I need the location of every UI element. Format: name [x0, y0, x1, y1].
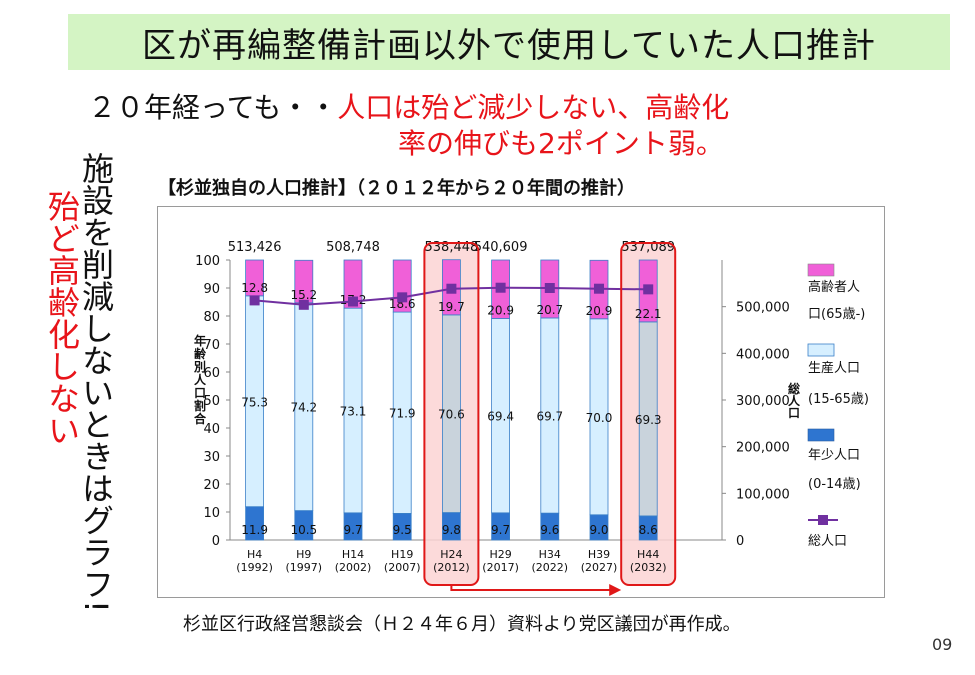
- slide-title-bar: 区が再編整備計画以外で使用していた人口推計: [68, 14, 950, 70]
- bar-data-label: 11.9: [241, 523, 268, 537]
- trend-arrow-line: [450, 585, 612, 591]
- total-population-label: 513,426: [228, 240, 282, 255]
- bar-data-label: 12.8: [241, 281, 268, 295]
- legend-label-elderly-2: 口(65歳-): [808, 307, 865, 322]
- bar-data-label: 73.1: [340, 405, 367, 419]
- bar-data-label: 9.6: [540, 523, 559, 537]
- total-population-label: 540,609: [474, 240, 528, 255]
- y-tick-label: 20: [203, 478, 220, 493]
- x-tick-label: H24 (2012): [433, 548, 470, 574]
- side-text-red: 殆ど高齢化しない: [43, 190, 81, 446]
- x-tick-label: H19 (2007): [384, 548, 421, 574]
- y-tick-label: 100: [195, 254, 220, 269]
- side-text-black-main: 施設を削減しないときは: [77, 152, 115, 504]
- total-population-point: [249, 295, 260, 306]
- bar-data-label: 75.3: [241, 395, 268, 409]
- y-tick-label: 50: [203, 394, 220, 409]
- bar-data-label: 71.9: [389, 407, 416, 421]
- bar-data-label: 8.6: [639, 523, 658, 537]
- subtitle-line-1: ２０年経っても・・人口は殆ど減少しない、高齢化: [88, 86, 729, 126]
- population-chart: 0 10 20 30 40 50 60 70 80 90 100 年齢別人口割合 0 100,000 200…: [193, 240, 869, 596]
- y2-axis-label: 総人口: [788, 381, 801, 420]
- y-tick-label: 80: [203, 310, 220, 325]
- y-tick-label: 30: [203, 450, 220, 465]
- total-population-point: [594, 283, 604, 294]
- chart-frame: 0 10 20 30 40 50 60 70 80 90 100 年齢別人口割合 0 100,000 200…: [157, 206, 885, 598]
- y2-tick-label: 300,000: [736, 394, 790, 409]
- bar-data-label: 18.6: [389, 297, 416, 311]
- legend-swatch-working: [807, 343, 835, 357]
- y2-tick-label: 200,000: [736, 441, 790, 456]
- x-tick-label: H44 (2032): [630, 548, 667, 574]
- y2-tick-label: 0: [736, 534, 744, 549]
- chart-heading: 【杉並独自の人口推計】（２０１２年から２０年間の推計）: [158, 178, 635, 199]
- y2-tick-label: 400,000: [736, 347, 790, 362]
- bar-data-label: 20.9: [487, 304, 514, 318]
- subtitle-black: ２０年経っても・・: [88, 91, 338, 124]
- subtitle-line-2: 率の伸びも2ポイント弱。: [398, 127, 724, 160]
- x-tick-label: H4 (1992): [236, 548, 273, 574]
- bar-data-label: 22.1: [635, 307, 662, 321]
- legend-label-total: 総人口: [808, 534, 847, 549]
- bar-data-label: 15.2: [290, 288, 317, 302]
- bar-data-label: 69.4: [487, 410, 514, 424]
- bar-data-label: 69.7: [536, 410, 563, 424]
- y-tick-label: 10: [203, 506, 220, 521]
- bar-data-label: 10.5: [290, 523, 317, 537]
- slide-title: 区が再編整備計画以外で使用していた人口推計: [142, 25, 876, 66]
- bar-data-label: 20.7: [536, 303, 563, 317]
- legend-label-working-1: 生産人口: [808, 360, 860, 376]
- bar-data-label: 9.7: [343, 523, 362, 537]
- total-population-point: [397, 292, 408, 303]
- subtitle-red: 人口は殆ど減少しない、高齢化: [337, 91, 730, 124]
- bar-data-label: 9.0: [589, 523, 608, 537]
- side-text-black-tail: グラフ!: [77, 504, 115, 613]
- y2-tick-label: 500,000: [736, 301, 790, 316]
- total-population-point: [643, 284, 654, 295]
- y-tick-label: 90: [203, 282, 220, 297]
- x-tick-label: H39 (2027): [581, 548, 618, 574]
- x-tick-label: H14 (2002): [335, 548, 372, 574]
- source-caption: 杉並区行政経営懇談会（Ｈ２４年６月）資料より党区議団が再作成。: [183, 614, 741, 635]
- bar-data-label: 9.8: [442, 523, 461, 537]
- y-axis-label: 年齢別人口割合: [193, 333, 207, 426]
- bar-data-label: 9.7: [491, 523, 510, 537]
- y-tick-label: 70: [203, 338, 220, 353]
- x-tick-label: H9 (1997): [286, 548, 323, 574]
- total-population-point: [298, 299, 309, 310]
- y2-tick-label: 100,000: [736, 487, 790, 502]
- total-population-label: 508,748: [326, 240, 380, 255]
- total-population-point: [348, 296, 358, 307]
- y-tick-label: 0: [212, 534, 220, 549]
- total-population-point: [495, 282, 506, 293]
- bar-data-label: 9.5: [393, 523, 412, 537]
- legend-label-children-1: 年少人口: [808, 448, 860, 463]
- x-tick-label: H29 (2017): [482, 548, 519, 574]
- bar-data-label: 74.2: [290, 401, 317, 415]
- trend-arrow-head: [609, 584, 622, 596]
- bar-data-label: 70.6: [438, 408, 465, 422]
- bar-data-label: 69.3: [635, 413, 662, 427]
- total-population-point: [446, 283, 457, 294]
- legend-label-working-2: (15-65歳): [808, 392, 869, 407]
- legend-label-children-2: (0-14歳): [808, 477, 861, 492]
- bar-data-label: 19.7: [438, 300, 465, 314]
- highlight-box: [620, 242, 677, 586]
- legend-label-elderly-1: 高齢者人: [808, 279, 860, 295]
- y-tick-label: 60: [203, 366, 220, 381]
- legend-swatch-children: [807, 428, 835, 442]
- x-tick-label: H34 (2022): [532, 548, 569, 574]
- page-number: 09: [932, 635, 953, 654]
- total-population-point: [544, 283, 555, 293]
- side-text-black: 施設を削減しないときはグラフ!: [77, 152, 115, 613]
- legend-swatch-elderly: [807, 263, 835, 277]
- legend-swatch-total-marker: [818, 515, 828, 525]
- y-tick-label: 40: [203, 422, 220, 437]
- bar-data-label: 20.9: [586, 304, 613, 318]
- bar-data-label: 70.0: [586, 411, 613, 425]
- bar-segment: [343, 259, 363, 309]
